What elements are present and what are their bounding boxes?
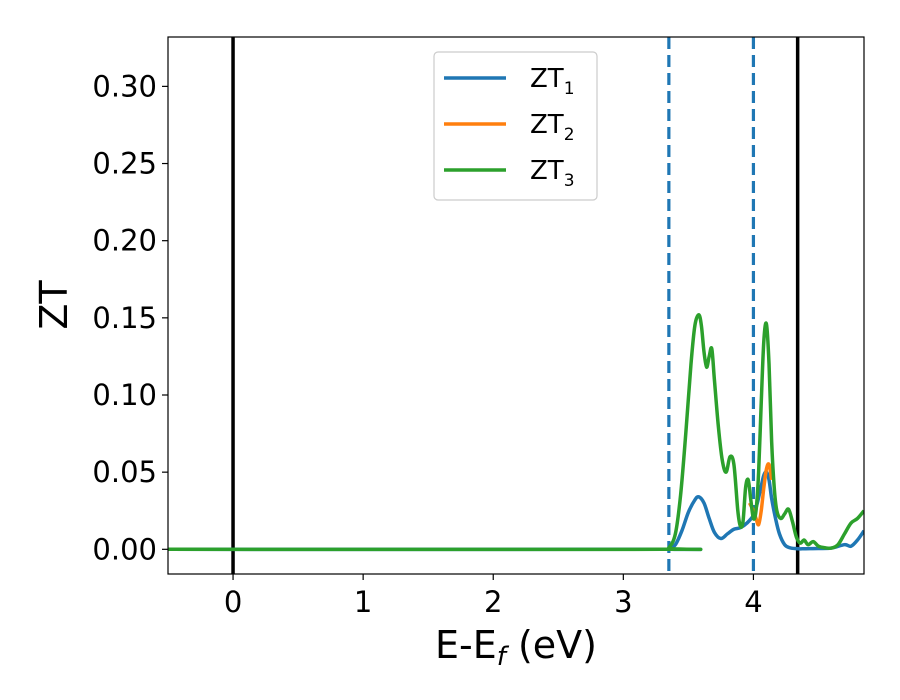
y-tick-label: 0.30 <box>92 69 157 103</box>
series-line-zt3 <box>168 313 864 552</box>
x-tick-label: 3 <box>614 585 632 619</box>
legend-label-zt2: ZT2 <box>530 110 575 145</box>
y-tick-label: 0.10 <box>92 378 157 412</box>
axes-frame <box>167 36 865 575</box>
x-axis-label-main: E-E <box>435 623 497 667</box>
y-tick-label: 0.25 <box>92 147 157 181</box>
legend: ZT1 ZT2 ZT3 <box>433 51 598 201</box>
x-tick-label: 4 <box>744 585 762 619</box>
axes: 0 1 2 3 4 0.00 0.05 0.10 0.15 0.20 0.25 0.30 <box>92 36 865 619</box>
x-tick-label: 1 <box>354 585 372 619</box>
y-tick-label: 0.20 <box>92 224 157 258</box>
plot-contents <box>168 37 864 574</box>
x-axis-label-unit: (eV) <box>506 623 597 667</box>
x-axis-label: E-Ef (eV) <box>435 623 597 672</box>
y-tick-label: 0.00 <box>92 532 157 566</box>
x-tick-label: 2 <box>484 585 502 619</box>
legend-label-zt1: ZT1 <box>530 64 575 99</box>
y-tick-label: 0.15 <box>92 301 157 335</box>
y-tick-label: 0.05 <box>92 455 157 489</box>
y-axis-label: ZT <box>32 280 76 330</box>
plot-area <box>168 37 864 574</box>
legend-label-zt3: ZT3 <box>530 156 575 191</box>
x-tick-label: 0 <box>224 585 242 619</box>
legend-box <box>433 51 598 201</box>
